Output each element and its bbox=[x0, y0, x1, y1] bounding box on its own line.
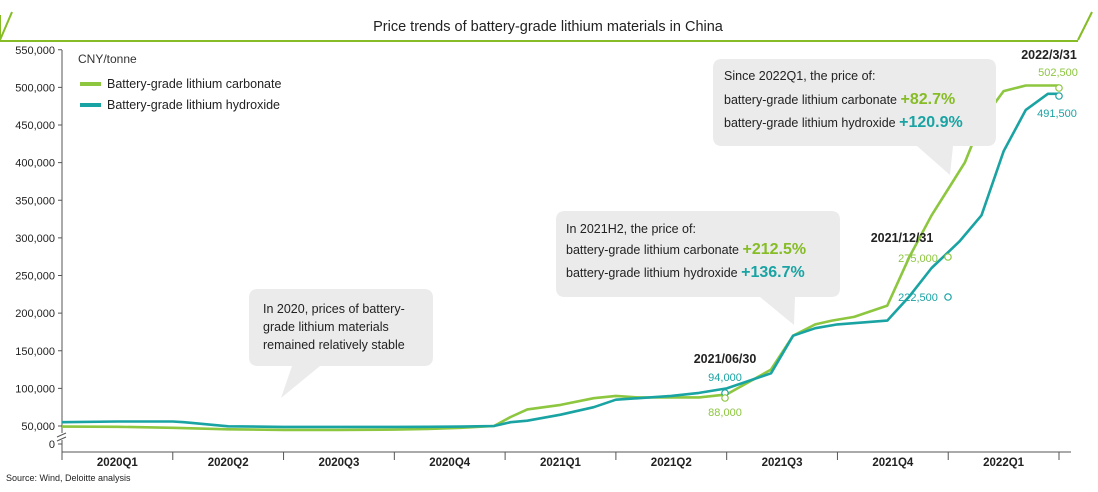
legend: Battery-grade lithium carbonate Battery-… bbox=[80, 77, 281, 112]
legend-label-carbonate: Battery-grade lithium carbonate bbox=[107, 77, 281, 91]
y-axis-break bbox=[56, 432, 68, 442]
callout-2022q1-hydroxide-pct: +120.9% bbox=[899, 114, 963, 131]
callout-2021h2-carbonate-row: battery-grade lithium carbonate +212.5% bbox=[566, 241, 806, 258]
annotation-2022-03-31: 2022/3/31 502,500 491,500 bbox=[1021, 48, 1078, 120]
annotation-date-2022-03-31: 2022/3/31 bbox=[1021, 48, 1077, 62]
x-tick-label: 2021Q4 bbox=[872, 457, 914, 469]
callout-2022q1-carbonate-label: battery-grade lithium carbonate bbox=[724, 93, 897, 107]
y-tick-label: 200,000 bbox=[15, 308, 55, 320]
chart-title: Price trends of battery-grade lithium ma… bbox=[373, 19, 724, 35]
callout-2020: In 2020, prices of battery- grade lithiu… bbox=[249, 289, 433, 398]
x-tick-label: 2020Q4 bbox=[429, 457, 471, 469]
marker-hydroxide-2022-03-31 bbox=[1055, 92, 1063, 100]
annotation-carbonate-2022-03-31: 502,500 bbox=[1038, 67, 1078, 79]
y-tick-label: 50,000 bbox=[21, 421, 55, 433]
marker-carbonate-2022-03-31 bbox=[1055, 84, 1063, 92]
x-tick-label: 2021Q1 bbox=[540, 457, 582, 469]
x-tick-label: 2021Q2 bbox=[651, 457, 692, 469]
callout-2020-line-3: remained relatively stable bbox=[263, 338, 405, 352]
annotation-date-2021-06-30: 2021/06/30 bbox=[694, 352, 757, 366]
y-tick-label: 250,000 bbox=[15, 271, 55, 283]
series-layer bbox=[61, 84, 1059, 432]
y-tick-label: 100,000 bbox=[15, 383, 55, 395]
callout-2022q1-heading: Since 2022Q1, the price of: bbox=[724, 69, 875, 83]
y-tick-label: 350,000 bbox=[15, 195, 55, 207]
marker-carbonate-2021-06-30 bbox=[721, 394, 729, 402]
callout-2021h2-hydroxide-pct: +136.7% bbox=[741, 264, 805, 281]
annotation-hydroxide-2021-06-30: 94,000 bbox=[708, 372, 742, 384]
y-tick-label: 150,000 bbox=[15, 346, 55, 358]
y-tick-label: 300,000 bbox=[15, 233, 55, 245]
x-tick-label: 2021Q3 bbox=[762, 457, 803, 469]
y-tick-label: 550,000 bbox=[15, 45, 55, 57]
annotation-hydroxide-2021-12-31: 222,500 bbox=[898, 292, 938, 304]
y-tick-label: 450,000 bbox=[15, 120, 55, 132]
callout-2021h2: In 2021H2, the price of: battery-grade l… bbox=[556, 211, 840, 325]
x-tick-label: 2022Q1 bbox=[983, 457, 1025, 469]
callout-2022q1: Since 2022Q1, the price of: battery-grad… bbox=[713, 59, 996, 175]
annotation-2021-06-30: 2021/06/30 94,000 88,000 bbox=[694, 352, 757, 419]
x-tick-label: 2020Q3 bbox=[318, 457, 359, 469]
callout-2022q1-carbonate-row: battery-grade lithium carbonate +82.7% bbox=[724, 91, 955, 108]
callout-2022q1-carbonate-pct: +82.7% bbox=[901, 91, 956, 108]
annotation-carbonate-2021-12-31: 275,000 bbox=[898, 253, 938, 265]
x-tick-label: 2020Q1 bbox=[97, 457, 139, 469]
callout-2022q1-hydroxide-row: battery-grade lithium hydroxide +120.9% bbox=[724, 114, 963, 131]
annotation-2021-12-31: 2021/12/31 275,000 222,500 bbox=[871, 231, 952, 304]
legend-label-hydroxide: Battery-grade lithium hydroxide bbox=[107, 98, 280, 112]
source-note: Source: Wind, Deloitte analysis bbox=[6, 473, 131, 483]
x-tick-label: 2020Q2 bbox=[208, 457, 249, 469]
series-line-carbonate bbox=[61, 84, 1059, 432]
annotation-carbonate-2021-06-30: 88,000 bbox=[708, 407, 742, 419]
y-tick-label: 400,000 bbox=[15, 158, 55, 170]
unit-label: CNY/tonne bbox=[78, 52, 137, 66]
title-frame bbox=[0, 11, 1093, 42]
y-tick-label: 0 bbox=[49, 439, 55, 451]
callout-2021h2-carbonate-label: battery-grade lithium carbonate bbox=[566, 243, 739, 257]
callout-2020-line-2: grade lithium materials bbox=[263, 320, 389, 334]
annotation-date-2021-12-31: 2021/12/31 bbox=[871, 231, 934, 245]
y-tick-label: 500,000 bbox=[15, 82, 55, 94]
callout-2021h2-hydroxide-row: battery-grade lithium hydroxide +136.7% bbox=[566, 264, 805, 281]
annotation-hydroxide-2022-03-31: 491,500 bbox=[1037, 108, 1077, 120]
marker-hydroxide-2021-12-31 bbox=[944, 293, 952, 301]
callout-2021h2-carbonate-pct: +212.5% bbox=[743, 241, 807, 258]
marker-carbonate-2021-12-31 bbox=[944, 253, 952, 261]
callout-2022q1-hydroxide-label: battery-grade lithium hydroxide bbox=[724, 116, 896, 130]
callout-2021h2-heading: In 2021H2, the price of: bbox=[566, 222, 696, 236]
callout-2020-line-1: In 2020, prices of battery- bbox=[263, 302, 405, 316]
callout-2021h2-hydroxide-label: battery-grade lithium hydroxide bbox=[566, 266, 738, 280]
series-line-hydroxide bbox=[61, 92, 1059, 429]
y-axis: 0 50,000 100,000 150,000 200,000 250,000 300,0… bbox=[15, 45, 68, 452]
x-axis: 2020Q1 2020Q2 2020Q3 2020Q4 2021Q1 2021Q2 2021… bbox=[61, 451, 1071, 469]
